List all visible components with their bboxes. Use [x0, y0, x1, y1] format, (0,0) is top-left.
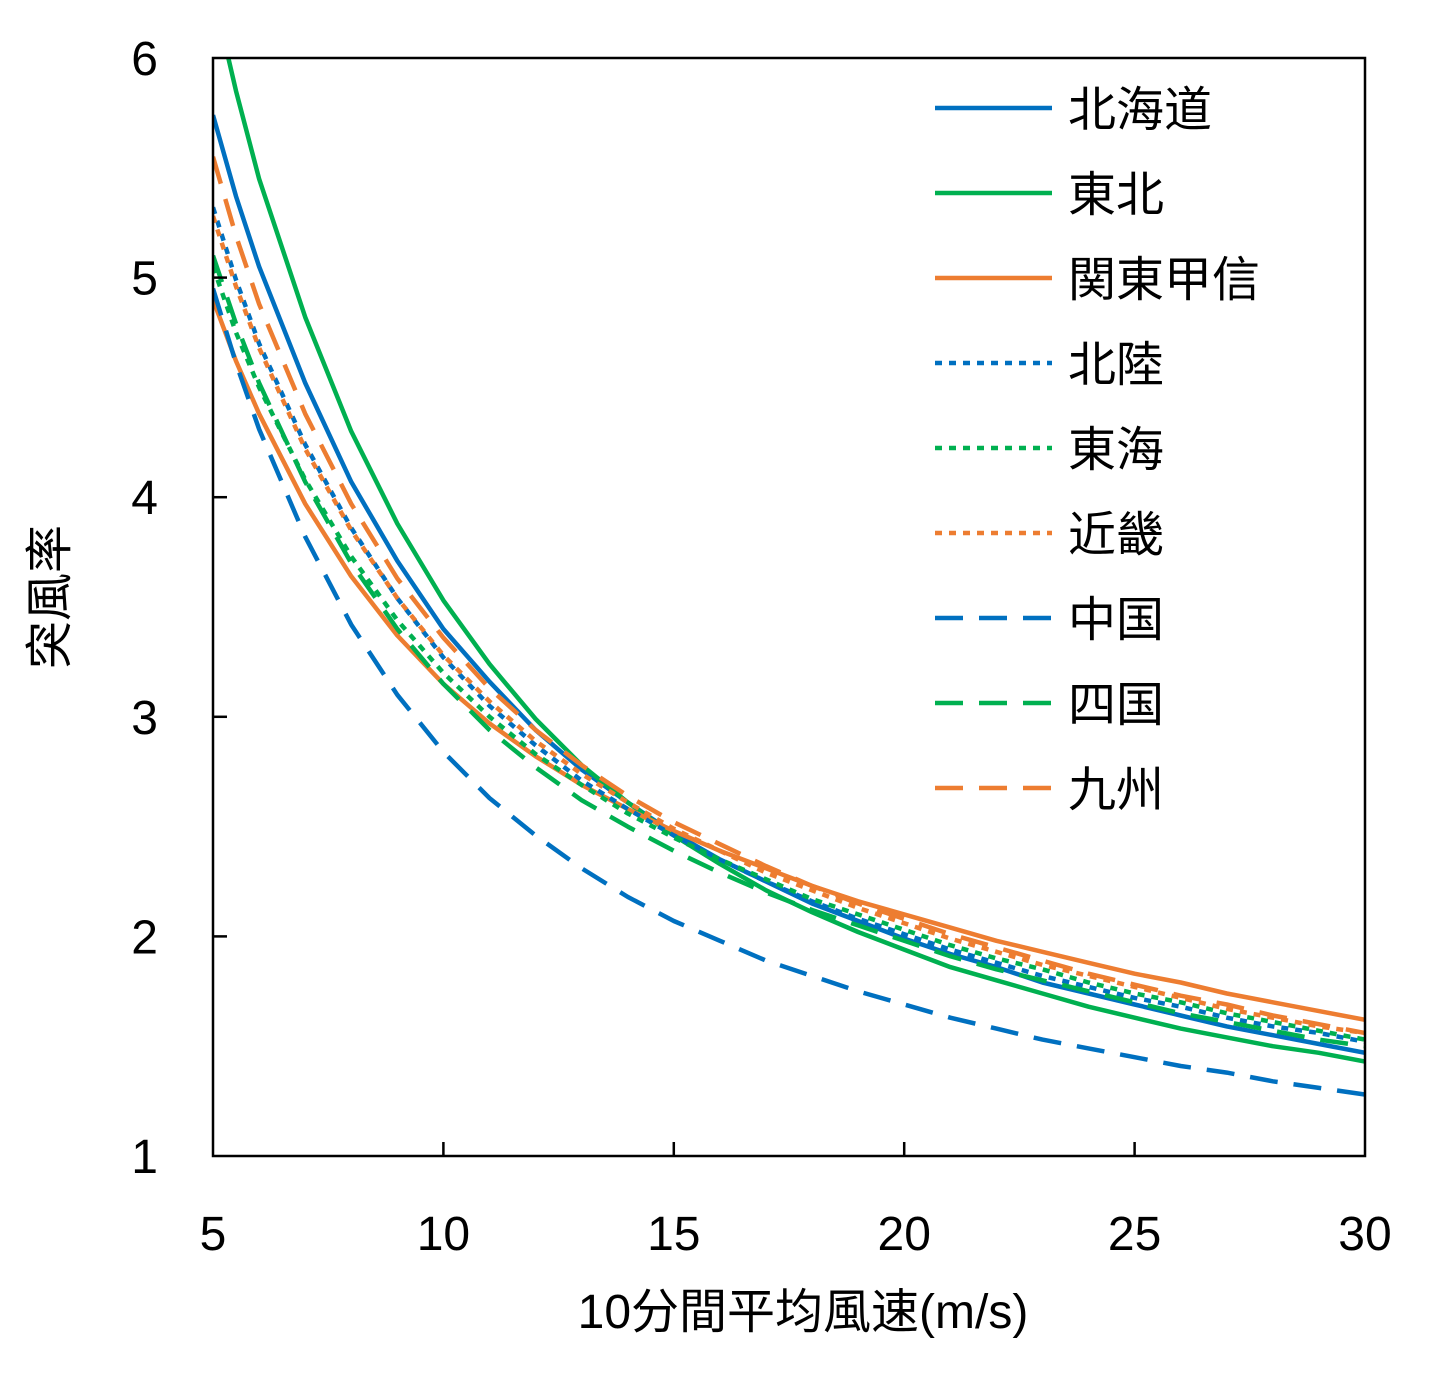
x-tick-label: 25	[1108, 1208, 1161, 1261]
legend-label-7: 中国	[1068, 594, 1164, 647]
legend-label-2: 東北	[1068, 169, 1164, 222]
legend-label-4: 北陸	[1068, 339, 1164, 392]
x-tick-label: 10	[417, 1208, 470, 1261]
series-line-4	[213, 206, 1365, 1045]
y-tick-label: 2	[131, 911, 158, 964]
series-line-5	[213, 265, 1365, 1042]
x-axis-title: 10分間平均風速(m/s)	[578, 1286, 1029, 1339]
legend-label-3: 関東甲信	[1068, 254, 1260, 307]
series-line-7	[213, 287, 1365, 1097]
series-line-2	[226, 58, 1365, 1064]
y-tick-label: 6	[131, 33, 158, 86]
x-tick-label: 30	[1338, 1208, 1391, 1261]
series-line-3	[213, 298, 1365, 1023]
legend-label-8: 四国	[1068, 679, 1164, 732]
series-line-9	[213, 156, 1365, 1036]
y-tick-label: 3	[131, 692, 158, 745]
y-tick-label: 4	[131, 472, 158, 525]
legend-label-1: 北海道	[1068, 84, 1212, 137]
x-tick-label: 20	[878, 1208, 931, 1261]
x-tick-label: 15	[647, 1208, 700, 1261]
y-tick-label: 1	[131, 1131, 158, 1184]
tick-layer: 5 10 15 20 25 30 1 2 3 4 5 6	[131, 33, 1391, 1261]
series-layer	[213, 58, 1365, 1097]
y-tick-label: 5	[131, 253, 158, 306]
series-line-6	[213, 215, 1365, 1036]
legend-label-6: 近畿	[1068, 509, 1164, 562]
y-axis-title: 突風率	[24, 525, 77, 669]
plot-frame	[211, 56, 1367, 1158]
legend-label-9: 九州	[1068, 764, 1164, 817]
series-line-8	[213, 254, 1365, 1049]
x-tick-label: 5	[200, 1208, 227, 1261]
legend-label-5: 東海	[1068, 424, 1164, 477]
